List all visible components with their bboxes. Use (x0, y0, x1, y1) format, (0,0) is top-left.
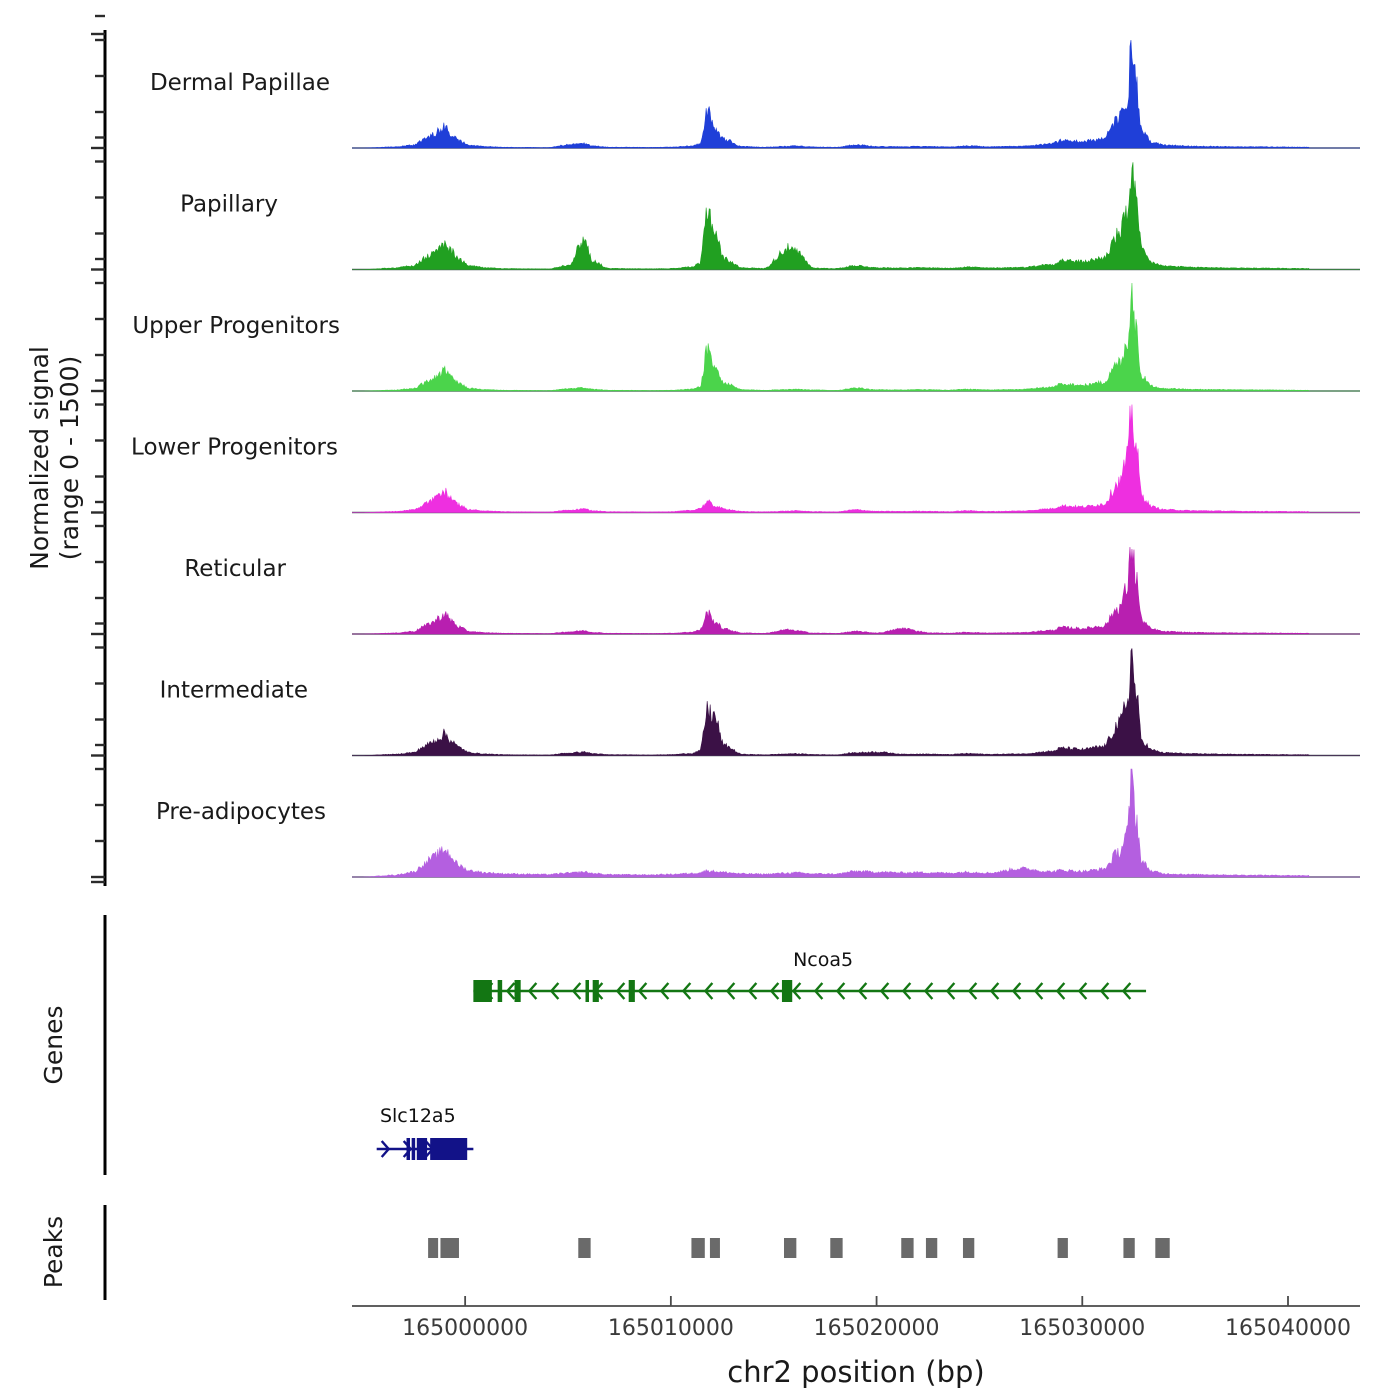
gene-strand-arrow (527, 982, 538, 1000)
gene-strand-arrow (879, 982, 890, 1000)
peak-block[interactable] (428, 1238, 439, 1258)
gene-strand-arrow (1077, 982, 1088, 1000)
signal-track-intermediate (352, 648, 1360, 757)
signal-area (352, 162, 1360, 270)
peak-block[interactable] (1057, 1238, 1068, 1258)
gene-exon (406, 1138, 411, 1160)
track-label-lower-progenitors: Lower Progenitors (131, 435, 338, 461)
signal-track-reticular (352, 547, 1360, 635)
gene-strand-arrow (725, 982, 736, 1000)
yaxis-label-line2: (range 0 - 1500) (55, 356, 84, 561)
track-label-reticular: Reticular (184, 556, 286, 582)
gene-exon (781, 980, 793, 1002)
signal-area (352, 282, 1360, 392)
gene-strand-arrow (505, 982, 516, 1000)
xaxis-title: chr2 position (bp) (727, 1355, 984, 1389)
gene-strand-arrow (402, 1140, 413, 1158)
gene-strand-arrow (380, 1140, 391, 1158)
gene-exon (592, 980, 599, 1002)
gene-strand-arrow (1099, 982, 1110, 1000)
gene-strand-arrow (549, 982, 560, 1000)
signal-track-papillary (352, 162, 1360, 271)
gene-strand-arrow (1121, 982, 1132, 1000)
peak-block[interactable] (709, 1238, 720, 1258)
gene-slc12a5[interactable] (376, 1138, 474, 1160)
gene-strand-arrow (571, 982, 582, 1000)
xaxis-tick-label: 165000000 (402, 1316, 528, 1341)
gene-strand-arrow (901, 982, 912, 1000)
gene-strand-arrow (703, 982, 714, 1000)
signal-track-pre-adipocytes (352, 768, 1360, 878)
gene-strand-arrow (791, 982, 802, 1000)
track-label-papillary: Papillary (180, 192, 278, 218)
peak-block[interactable] (784, 1238, 797, 1258)
gene-exon (473, 980, 492, 1002)
gene-strand-arrow (1033, 982, 1044, 1000)
xaxis-tick-label: 165020000 (814, 1316, 940, 1341)
gene-name-label-ncoa5: Ncoa5 (793, 949, 853, 971)
gene-exon (430, 1138, 468, 1160)
peak-block[interactable] (440, 1238, 459, 1258)
peak-block[interactable] (962, 1238, 975, 1258)
gene-strand-arrow (769, 982, 780, 1000)
peak-block[interactable] (830, 1238, 843, 1258)
genes-section-label: Genes (39, 1005, 68, 1084)
gene-ncoa5[interactable] (473, 980, 1147, 1002)
gene-strand-arrow (659, 982, 670, 1000)
peak-block[interactable] (925, 1238, 938, 1258)
peaks-track-group (428, 1238, 1170, 1258)
gene-strand-arrow (747, 982, 758, 1000)
track-label-upper-progenitors: Upper Progenitors (132, 313, 340, 339)
peak-block[interactable] (1123, 1238, 1135, 1258)
track-label-pre-adipocytes: Pre-adipocytes (156, 799, 326, 825)
gene-strand-arrow (835, 982, 846, 1000)
signal-track-upper-progenitors (352, 282, 1360, 392)
signal-area (352, 39, 1360, 149)
peaks-section-label: Peaks (39, 1216, 68, 1288)
gene-strand-arrow (989, 982, 1000, 1000)
peak-block[interactable] (901, 1238, 914, 1258)
gene-strand-arrow (923, 982, 934, 1000)
gene-strand-arrow (681, 982, 692, 1000)
gene-exon (416, 1138, 428, 1160)
signal-track-dermal-papillae (352, 39, 1360, 149)
gene-exon (411, 1138, 416, 1160)
signal-area (352, 404, 1360, 513)
gene-exon (514, 980, 521, 1002)
gene-strand-arrow (615, 982, 626, 1000)
xaxis-tick-label: 165010000 (608, 1316, 734, 1341)
gene-strand-arrow (637, 982, 648, 1000)
gene-strand-arrow (857, 982, 868, 1000)
track-label-intermediate: Intermediate (160, 678, 308, 704)
track-label-dermal-papillae: Dermal Papillae (150, 70, 330, 96)
signal-area (352, 648, 1360, 756)
yaxis-label-line1: Normalized signal (25, 346, 54, 570)
xaxis-tick-label: 165040000 (1225, 1316, 1351, 1341)
gene-exon (628, 980, 635, 1002)
gene-strand-arrow (945, 982, 956, 1000)
gene-strand-arrow (1055, 982, 1066, 1000)
signal-track-lower-progenitors (352, 404, 1360, 514)
signal-area (352, 768, 1360, 878)
gene-strand-arrow (1011, 982, 1022, 1000)
peak-block[interactable] (691, 1238, 705, 1258)
gene-strand-arrow (813, 982, 824, 1000)
signal-area (352, 547, 1360, 635)
peak-block[interactable] (578, 1238, 591, 1258)
gene-name-label-slc12a5: Slc12a5 (380, 1105, 456, 1127)
gene-exon (497, 980, 503, 1002)
xaxis-tick-label: 165030000 (1019, 1316, 1145, 1341)
gene-strand-arrow (967, 982, 978, 1000)
gene-exon (585, 980, 589, 1002)
peak-block[interactable] (1155, 1238, 1170, 1258)
